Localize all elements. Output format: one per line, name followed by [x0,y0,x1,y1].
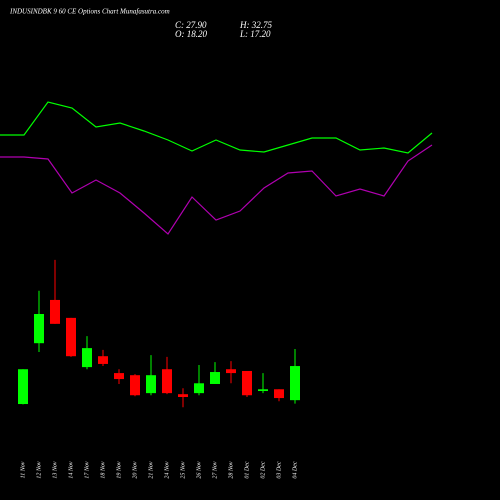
candle-body [82,348,92,368]
x-tick-label: 14 Nov [67,461,74,479]
candle-body [146,375,156,394]
candle-body [130,375,140,396]
candle-body [210,372,220,384]
candle-body [162,369,172,394]
x-tick-label: 11 Nov [20,461,26,478]
x-tick-label: 03 Dec [276,461,282,478]
x-tick-label: 01 Dec [244,461,250,478]
x-tick-label: 21 Nov [148,461,154,479]
x-tick-label: 04 Dec [291,461,298,478]
x-tick-label: 20 Nov [132,461,138,479]
candle-body [274,389,284,399]
candle-body [178,394,188,397]
candle-body [18,369,28,405]
x-tick-label: 28 Nov [228,461,234,479]
x-tick-label: 24 Nov [163,461,170,479]
candle-body [98,356,108,364]
candle-body [194,383,204,394]
candle-body [226,369,236,374]
x-tick-label: 17 Nov [84,461,90,479]
info-close: C: 27.90 [175,20,207,30]
x-tick-label: 27 Nov [212,461,218,479]
candle-body [290,366,300,401]
x-tick-label: 26 Nov [196,461,202,479]
indicator-line [0,101,433,154]
x-tick-label: 18 Nov [100,461,106,479]
candle-body [50,299,60,324]
x-tick-label: 19 Nov [116,461,122,479]
chart-title: INDUSINDBK 9 60 CE Options Chart Munafas… [9,8,170,16]
info-low: L: 17.20 [239,29,271,39]
x-tick-label: 12 Nov [36,461,42,479]
candle-body [242,370,252,396]
info-high: H: 32.75 [239,20,272,30]
candle-body [114,373,124,380]
candle-body [258,389,268,392]
candle-body [66,317,76,357]
candle-body [34,314,44,344]
indicator-line [0,144,433,235]
x-tick-label: 25 Nov [180,461,186,479]
x-tick-label: 02 Dec [260,461,266,478]
info-open: O: 18.20 [175,29,207,39]
x-tick-label: 13 Nov [52,461,58,479]
